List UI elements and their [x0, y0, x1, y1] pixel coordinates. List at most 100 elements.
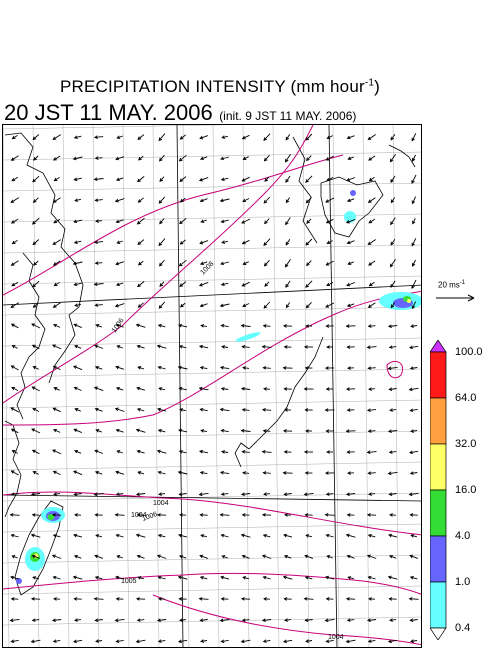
wind-arrow: [52, 197, 61, 203]
wind-arrow: [137, 366, 145, 370]
wind-arrow: [347, 261, 354, 265]
wind-arrow: [177, 365, 188, 370]
wind-arrow: [240, 428, 251, 433]
wind-arrow: [94, 618, 103, 623]
wind-arrow: [9, 618, 20, 623]
grid-line: [3, 554, 421, 564]
wind-arrow: [158, 238, 166, 247]
wind-arrow: [137, 281, 145, 288]
wind-arrow: [198, 492, 209, 497]
wind-arrow: [368, 176, 375, 182]
wind-arrow: [305, 429, 312, 433]
wind-arrow: [115, 533, 124, 538]
wind-arrow: [409, 513, 418, 517]
wind-arrow: [345, 492, 356, 497]
wind-arrow: [389, 408, 397, 412]
wind-arrow: [262, 366, 271, 370]
wind-arrow: [368, 260, 376, 266]
wind-arrow: [387, 324, 398, 329]
wind-arrow: [135, 597, 146, 601]
wind-arrow: [389, 259, 396, 268]
grid-line: [3, 368, 421, 378]
wind-arrow: [157, 639, 166, 643]
wind-arrow: [303, 387, 314, 391]
wind-arrow: [10, 597, 19, 601]
wind-arrow: [116, 450, 123, 454]
wind-arrow: [368, 387, 376, 391]
wind-arrow: [390, 238, 396, 246]
wind-arrow: [347, 576, 355, 580]
wind-arrow: [220, 261, 230, 266]
wind-arrow: [264, 176, 270, 182]
wind-arrow: [219, 303, 230, 308]
wind-arrow: [346, 345, 355, 349]
wind-arrow: [136, 407, 145, 412]
wind-arrow: [73, 135, 82, 140]
wind-arrow: [388, 597, 397, 601]
wind-arrow: [200, 534, 208, 538]
map-frame: 1008 1006 1004 1006 1004 1005 1004: [2, 124, 422, 648]
wind-arrow: [32, 407, 40, 412]
wind-arrow: [368, 281, 375, 287]
wind-arrow: [240, 386, 251, 391]
wind-arrow: [283, 387, 292, 391]
precip-blue-hokkaido: [350, 190, 356, 196]
wind-arrow: [324, 408, 335, 412]
wind-arrow: [10, 197, 20, 203]
grid-line: [362, 125, 370, 647]
wind-arrow: [241, 618, 250, 622]
wind-arrow: [114, 303, 125, 308]
wind-arrow: [159, 176, 165, 183]
wind-arrow: [367, 429, 376, 433]
wind-arrow: [282, 639, 293, 644]
wind-arrow: [30, 533, 41, 538]
colorbar-label: 64.0: [455, 392, 477, 404]
grid-line: [3, 616, 421, 626]
wind-arrow: [303, 597, 314, 601]
wind-arrow: [390, 280, 396, 288]
wind-arrow: [136, 513, 145, 517]
wind-arrow: [178, 428, 188, 433]
wind-arrow: [221, 135, 229, 139]
wind-arrow: [345, 533, 356, 538]
wind-arrow: [94, 365, 103, 370]
wind-arrow: [74, 513, 82, 517]
wind-arrow: [240, 492, 251, 497]
wind-arrow: [157, 470, 166, 475]
wind-arrow: [324, 471, 335, 475]
wind-arrow: [325, 639, 334, 644]
wind-arrow: [326, 450, 334, 454]
wind-arrow: [261, 344, 272, 349]
wind-arrow: [198, 281, 209, 287]
wind-arrow: [51, 513, 62, 517]
wind-arrow: [31, 428, 41, 434]
wind-arrow: [158, 597, 166, 601]
isobar-line: [3, 491, 421, 536]
wind-arrow: [158, 259, 165, 267]
wind-reference-exponent: -1: [459, 280, 466, 286]
wind-arrow: [346, 618, 355, 622]
wind-arrow: [389, 154, 396, 163]
wind-arrow: [198, 344, 209, 349]
isobar-line: [3, 125, 314, 404]
wind-arrow: [240, 323, 251, 328]
wind-arrow: [347, 366, 355, 370]
wind-arrow: [366, 554, 377, 559]
wind-arrow: [242, 261, 249, 265]
wind-arrow: [221, 450, 229, 454]
wind-arrow: [136, 344, 145, 349]
wind-arrow: [219, 365, 230, 370]
wind-arrow: [305, 133, 313, 141]
wind-arrow: [93, 282, 104, 287]
colorbar-label: 16.0: [455, 484, 477, 496]
wind-arrow: [10, 260, 19, 266]
wind-arrow: [95, 219, 103, 223]
wind-arrow: [199, 618, 208, 623]
wind-arrow: [178, 344, 187, 349]
wind-arrow: [304, 366, 313, 370]
wind-arrow: [200, 324, 207, 328]
wind-arrow: [116, 240, 123, 244]
wind-arrow: [285, 280, 291, 288]
wind-arrow: [52, 155, 61, 161]
wind-arrow: [93, 386, 104, 392]
